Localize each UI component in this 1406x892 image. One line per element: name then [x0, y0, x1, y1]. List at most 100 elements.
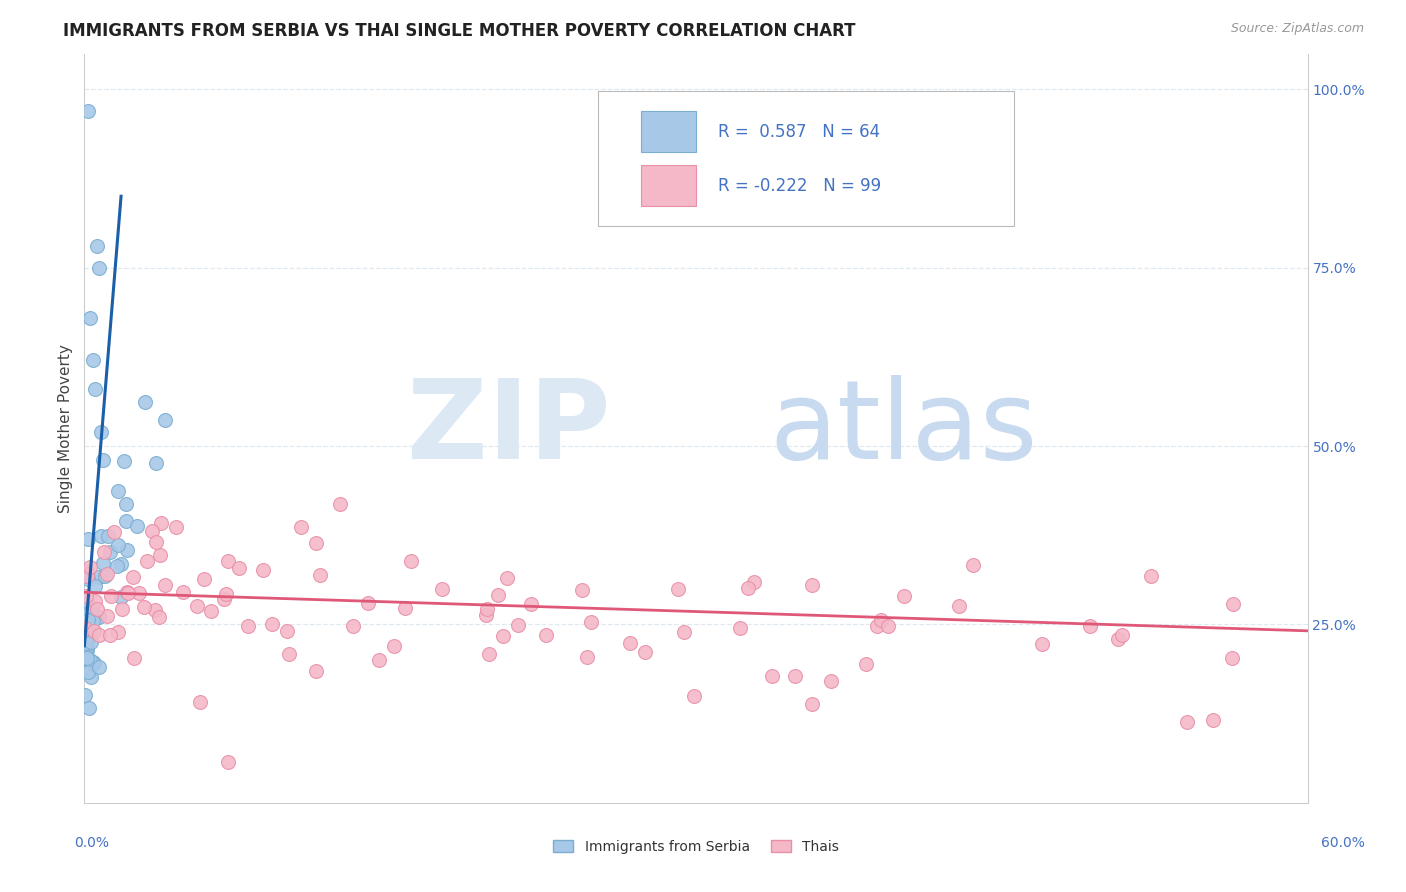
Point	[866, 619, 889, 633]
Point	[80, 628, 103, 642]
Point	[1031, 637, 1053, 651]
Point	[80, 635, 103, 649]
Point	[87, 260, 110, 275]
Point	[217, 755, 239, 769]
Point	[475, 601, 498, 615]
Point	[252, 563, 274, 577]
Point	[90, 425, 112, 439]
Point	[382, 639, 405, 653]
Point	[962, 558, 984, 573]
Point	[82, 614, 104, 628]
Point	[728, 621, 751, 635]
Point	[357, 596, 380, 610]
Bar	[641, 165, 696, 206]
Point	[76, 651, 98, 665]
Text: 60.0%: 60.0%	[1320, 836, 1365, 850]
Point	[107, 558, 129, 573]
Point	[153, 413, 176, 427]
Point	[94, 568, 117, 582]
Point	[103, 524, 125, 539]
Point	[1140, 568, 1163, 582]
Point	[193, 572, 215, 586]
Point	[145, 456, 167, 470]
Point	[91, 453, 114, 467]
Point	[801, 697, 824, 711]
Point	[75, 648, 97, 662]
Text: IMMIGRANTS FROM SERBIA VS THAI SINGLE MOTHER POVERTY CORRELATION CHART: IMMIGRANTS FROM SERBIA VS THAI SINGLE MO…	[63, 22, 856, 40]
Point	[90, 528, 112, 542]
Point	[80, 670, 103, 684]
Point	[75, 635, 97, 649]
Point	[86, 602, 108, 616]
Point	[76, 594, 98, 608]
Point	[89, 627, 111, 641]
Point	[1222, 597, 1244, 611]
Point	[115, 584, 138, 599]
Point	[149, 548, 172, 562]
Point	[98, 545, 121, 559]
Point	[107, 539, 129, 553]
Point	[115, 497, 138, 511]
Point	[77, 103, 100, 118]
Point	[893, 589, 915, 603]
Point	[75, 621, 97, 635]
Point	[367, 653, 389, 667]
Point	[77, 665, 100, 679]
Point	[121, 569, 143, 583]
Point	[87, 609, 110, 624]
Point	[107, 484, 129, 499]
Text: Source: ZipAtlas.com: Source: ZipAtlas.com	[1230, 22, 1364, 36]
Point	[136, 554, 159, 568]
Point	[75, 630, 97, 644]
Point	[486, 588, 509, 602]
Point	[172, 585, 194, 599]
Point	[742, 574, 765, 589]
Point	[73, 648, 96, 662]
Point	[492, 629, 515, 643]
Point	[215, 587, 238, 601]
Y-axis label: Single Mother Poverty: Single Mother Poverty	[58, 343, 73, 513]
Text: R = -0.222   N = 99: R = -0.222 N = 99	[718, 177, 882, 194]
Point	[785, 669, 807, 683]
Point	[948, 599, 970, 613]
Point	[260, 616, 283, 631]
Point	[571, 583, 593, 598]
Legend: Immigrants from Serbia, Thais: Immigrants from Serbia, Thais	[547, 834, 845, 860]
Point	[305, 536, 328, 550]
Point	[186, 599, 208, 613]
Point	[506, 618, 529, 632]
Point	[212, 591, 235, 606]
Point	[579, 615, 602, 630]
Point	[869, 613, 891, 627]
Point	[110, 557, 132, 571]
Text: R =  0.587   N = 64: R = 0.587 N = 64	[718, 123, 880, 141]
Point	[619, 636, 641, 650]
Point	[115, 514, 138, 528]
Point	[150, 516, 173, 530]
Point	[165, 520, 187, 534]
Point	[96, 566, 118, 581]
Point	[75, 649, 97, 664]
Point	[79, 653, 101, 667]
Point	[83, 624, 105, 639]
FancyBboxPatch shape	[598, 91, 1014, 226]
Text: ZIP: ZIP	[406, 375, 610, 482]
Point	[98, 628, 121, 642]
Point	[76, 643, 98, 657]
Point	[117, 542, 139, 557]
Point	[496, 571, 519, 585]
Point	[83, 382, 105, 396]
Point	[276, 624, 298, 639]
Point	[475, 608, 498, 623]
Point	[128, 586, 150, 600]
Point	[76, 607, 98, 622]
Point	[188, 696, 211, 710]
Text: atlas: atlas	[769, 375, 1038, 482]
Point	[77, 572, 100, 586]
Point	[79, 310, 101, 325]
Point	[87, 660, 110, 674]
Point	[73, 688, 96, 702]
Point	[76, 613, 98, 627]
Point	[79, 559, 101, 574]
Point	[217, 554, 239, 568]
